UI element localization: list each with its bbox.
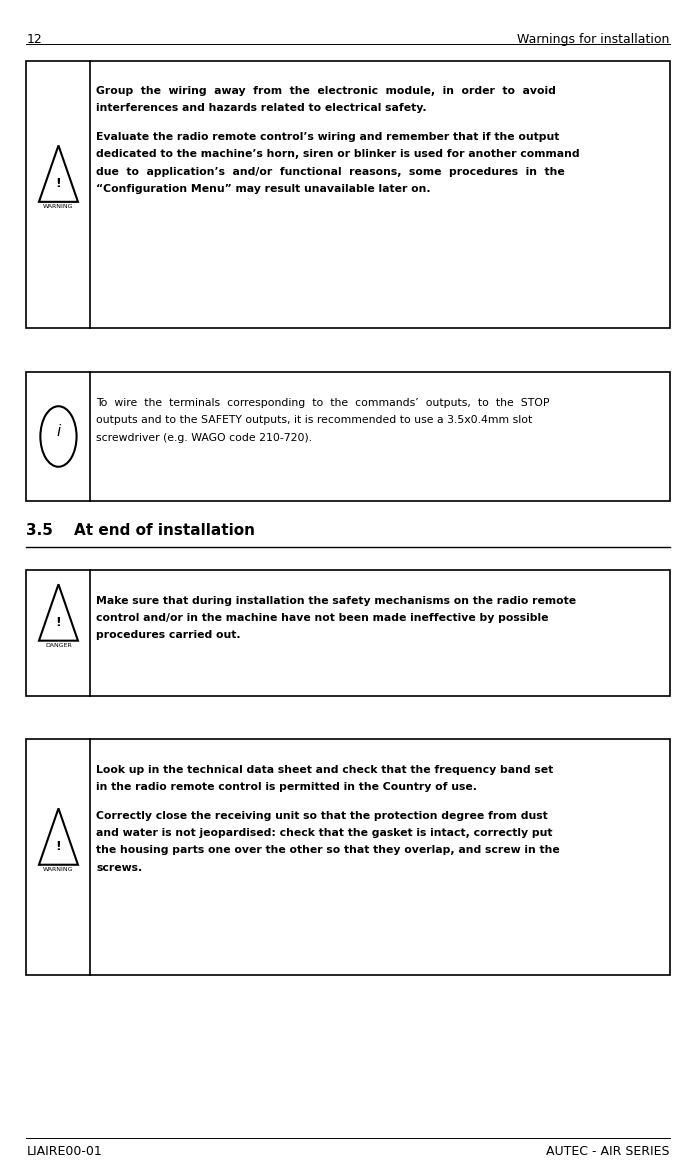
- Text: “Configuration Menu” may result unavailable later on.: “Configuration Menu” may result unavaila…: [96, 184, 431, 194]
- Text: i: i: [56, 425, 61, 440]
- Text: At end of installation: At end of installation: [74, 523, 255, 538]
- Text: control and/or in the machine have not been made ineffective by possible: control and/or in the machine have not b…: [96, 613, 548, 623]
- Text: !: !: [56, 177, 61, 190]
- Text: dedicated to the machine’s horn, siren or blinker is used for another command: dedicated to the machine’s horn, siren o…: [96, 149, 580, 159]
- Text: 12: 12: [26, 33, 42, 45]
- Text: interferences and hazards related to electrical safety.: interferences and hazards related to ele…: [96, 104, 427, 113]
- Text: WARNING: WARNING: [43, 867, 74, 872]
- Text: due  to  application’s  and/or  functional  reasons,  some  procedures  in  the: due to application’s and/or functional r…: [96, 166, 564, 177]
- Text: Group  the  wiring  away  from  the  electronic  module,  in  order  to  avoid: Group the wiring away from the electroni…: [96, 86, 556, 97]
- Text: the housing parts one over the other so that they overlap, and screw in the: the housing parts one over the other so …: [96, 845, 560, 856]
- Text: Evaluate the radio remote control’s wiring and remember that if the output: Evaluate the radio remote control’s wiri…: [96, 133, 560, 142]
- Text: Look up in the technical data sheet and check that the frequency band set: Look up in the technical data sheet and …: [96, 765, 553, 775]
- Text: 3.5: 3.5: [26, 523, 54, 538]
- Text: in the radio remote control is permitted in the Country of use.: in the radio remote control is permitted…: [96, 782, 477, 792]
- Text: procedures carried out.: procedures carried out.: [96, 631, 241, 640]
- Text: !: !: [56, 839, 61, 853]
- Text: Correctly close the receiving unit so that the protection degree from dust: Correctly close the receiving unit so th…: [96, 811, 548, 821]
- Text: LIAIRE00-01: LIAIRE00-01: [26, 1145, 102, 1158]
- Bar: [26, 61, 670, 328]
- Text: DANGER: DANGER: [45, 643, 72, 648]
- Text: AUTEC - AIR SERIES: AUTEC - AIR SERIES: [546, 1145, 670, 1158]
- Text: screws.: screws.: [96, 863, 142, 873]
- Bar: [26, 372, 670, 501]
- Text: To  wire  the  terminals  corresponding  to  the  commands’  outputs,  to  the  : To wire the terminals corresponding to t…: [96, 398, 550, 409]
- Text: !: !: [56, 616, 61, 629]
- Text: outputs and to the SAFETY outputs, it is recommended to use a 3.5x0.4mm slot: outputs and to the SAFETY outputs, it is…: [96, 416, 532, 425]
- Text: and water is not jeopardised: check that the gasket is intact, correctly put: and water is not jeopardised: check that…: [96, 828, 553, 838]
- Text: Make sure that during installation the safety mechanisms on the radio remote: Make sure that during installation the s…: [96, 596, 576, 606]
- Text: Warnings for installation: Warnings for installation: [517, 33, 670, 45]
- Bar: [26, 739, 670, 975]
- Text: screwdriver (e.g. WAGO code 210-720).: screwdriver (e.g. WAGO code 210-720).: [96, 433, 313, 442]
- Bar: [26, 570, 670, 696]
- Text: WARNING: WARNING: [43, 204, 74, 210]
